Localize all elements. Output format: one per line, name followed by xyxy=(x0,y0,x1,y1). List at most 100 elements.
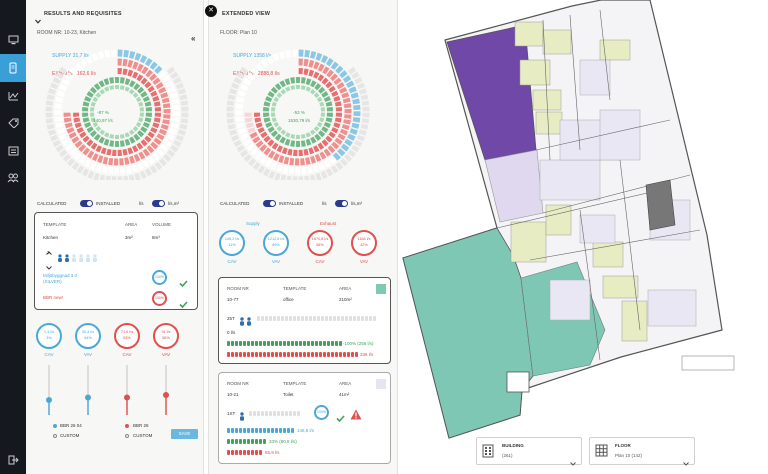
flow-gauge: 1,4 l/s 3% xyxy=(36,323,62,349)
bar-segment xyxy=(235,439,238,444)
exhaust-segment xyxy=(322,66,330,75)
flow-gauge: 30,3 l/s 64% xyxy=(75,323,101,349)
gauge-value: 145,2 l/s xyxy=(224,237,240,241)
outer-ring-segment xyxy=(354,139,363,148)
balance-segment xyxy=(318,86,326,94)
outer-ring-segment xyxy=(175,134,184,142)
unit-toggle[interactable] xyxy=(335,200,348,207)
tag-icon[interactable] xyxy=(4,115,22,131)
users-icon[interactable] xyxy=(4,170,22,186)
red-bar xyxy=(227,352,358,357)
bar-segment xyxy=(239,341,242,346)
unit-lsm2-label: l/s,m² xyxy=(351,201,362,206)
supply-segment xyxy=(151,152,160,161)
balance-segment xyxy=(98,136,105,144)
outer-ring-segment xyxy=(48,88,57,95)
list-icon[interactable] xyxy=(4,143,22,159)
slider-handle[interactable] xyxy=(163,392,169,398)
bar-segment xyxy=(283,428,286,433)
exhaust-segment xyxy=(257,127,265,134)
balance-segment xyxy=(273,121,280,128)
document-icon[interactable] xyxy=(0,54,26,82)
balance-segment xyxy=(270,130,278,138)
supply-segment xyxy=(97,51,105,60)
supply-segment xyxy=(83,159,92,168)
stepper-down-icon[interactable] xyxy=(46,257,52,275)
logout-icon[interactable] xyxy=(4,452,22,468)
gauge-percent: 64% xyxy=(84,336,92,340)
collapse-icon[interactable]: « xyxy=(191,34,196,43)
building-icon xyxy=(482,444,494,463)
supply-segment xyxy=(149,61,158,70)
floor-plan-map[interactable] xyxy=(400,0,768,474)
close-icon[interactable]: ✕ xyxy=(205,5,217,17)
radio-selected[interactable] xyxy=(53,424,57,428)
chevron-down-icon[interactable] xyxy=(35,11,41,29)
outer-ring-segment xyxy=(166,66,176,75)
outer-ring-segment xyxy=(179,123,188,130)
outer-ring-segment xyxy=(347,149,357,158)
outer-ring-segment xyxy=(173,76,182,85)
persons-icon xyxy=(57,249,105,267)
calculated-installed-toggle[interactable] xyxy=(80,200,93,207)
monitor-icon[interactable] xyxy=(4,32,22,48)
bar-segment xyxy=(323,352,326,357)
supply-segment xyxy=(163,138,172,147)
room-card[interactable]: ROOM NR TEMPLATE AREA 10-77 office 210m²… xyxy=(218,277,391,364)
chevron-down-icon[interactable] xyxy=(683,453,689,471)
outer-ring-segment xyxy=(231,134,240,142)
outer-ring-segment xyxy=(344,153,353,163)
gauge-label: CAV xyxy=(227,259,237,264)
balance-segment xyxy=(300,85,306,90)
exhaust-segment xyxy=(152,95,160,102)
supply-segment xyxy=(55,122,64,129)
unit-toggle[interactable] xyxy=(152,200,165,207)
flow-gauge: 71,6 l/s 53% xyxy=(114,323,140,349)
outer-ring-segment xyxy=(247,158,257,167)
floor-selector[interactable]: FLOOR Plan 10 (142) xyxy=(589,437,695,466)
exhaust-segment xyxy=(263,147,272,156)
chart-icon[interactable] xyxy=(4,88,22,104)
supply-segment xyxy=(164,80,174,88)
exhaust-segment xyxy=(122,58,128,67)
radio[interactable] xyxy=(53,434,57,438)
flow-sliders[interactable] xyxy=(36,360,196,420)
building-selector[interactable]: BUILDING (261) xyxy=(476,437,582,466)
balance-segment xyxy=(285,86,291,92)
bar-segment xyxy=(339,352,342,357)
bar-segment xyxy=(291,352,294,357)
gauge-value: 1212,8 l/s xyxy=(267,237,285,241)
supply-segment xyxy=(349,128,358,135)
exhaust-segment xyxy=(149,73,157,82)
balance-segment xyxy=(137,86,145,94)
radio-selected[interactable] xyxy=(125,424,129,428)
bar-segment xyxy=(259,439,262,444)
persons-count: 1ST xyxy=(227,411,236,416)
stepper-up-icon[interactable] xyxy=(46,242,52,260)
balance-segment xyxy=(89,86,97,94)
radio-label: BBR 26 04 xyxy=(60,423,82,428)
exhaust-segment xyxy=(153,117,161,123)
radio[interactable] xyxy=(125,434,129,438)
unit-lsm2-label: l/s,m² xyxy=(168,201,179,206)
calculated-installed-toggle[interactable] xyxy=(263,200,276,207)
slider-handle[interactable] xyxy=(85,394,91,401)
outer-ring-segment xyxy=(170,144,179,153)
exhaust-segment xyxy=(127,69,134,77)
slider-handle[interactable] xyxy=(46,397,52,403)
save-button[interactable]: SAVE xyxy=(171,429,198,439)
supply-segment xyxy=(320,55,329,64)
slider-handle[interactable] xyxy=(124,394,130,401)
supply-segment xyxy=(59,83,68,92)
template-value[interactable]: Kitchen xyxy=(43,235,59,240)
volume-value: 8m³ xyxy=(152,235,160,240)
exhaust-segment xyxy=(331,141,340,150)
bar-segment xyxy=(251,341,254,346)
balance-segment xyxy=(316,121,323,128)
supply-segment xyxy=(276,164,284,173)
gauge-value: 30,3 l/s xyxy=(81,330,95,334)
balance-segment xyxy=(129,80,136,88)
balance-segment xyxy=(265,121,273,129)
chevron-down-icon[interactable] xyxy=(570,453,576,471)
room-card[interactable]: ROOM NR TEMPLATE AREA 10-21 Toilet 41m² … xyxy=(218,372,391,464)
